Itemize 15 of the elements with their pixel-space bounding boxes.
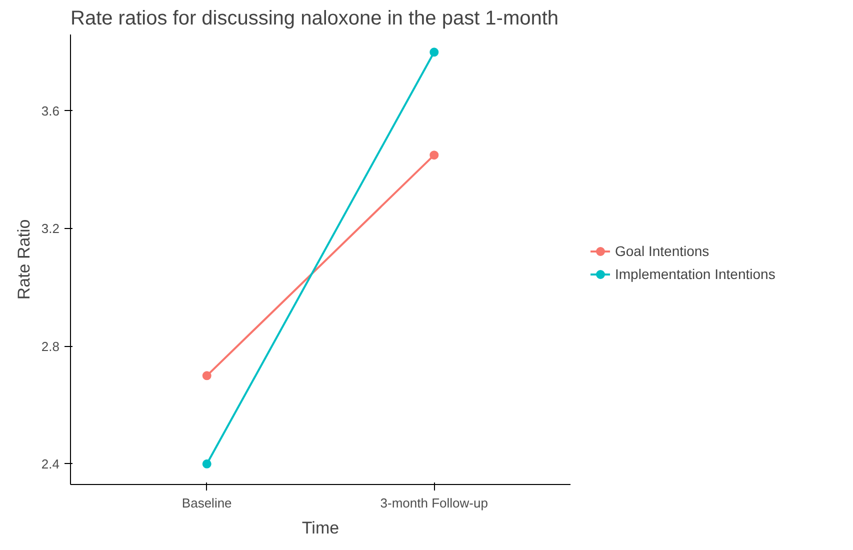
x-tick-label: 3-month Follow-up: [380, 496, 488, 510]
point: [202, 459, 212, 468]
legend-label: Goal Intentions: [615, 243, 710, 259]
chart-title: Rate ratios for discussing naloxone in the past 1-month: [70, 8, 559, 30]
y-axis-title: Rate Ratio: [14, 219, 34, 300]
legend-label: Implementation Intentions: [615, 266, 776, 282]
y-tick-label: 2.4: [41, 456, 60, 472]
x-axis-title: Time: [302, 518, 340, 538]
point: [430, 150, 439, 160]
point: [430, 48, 439, 57]
y-tick-label: 3.2: [41, 221, 60, 236]
point: [202, 371, 212, 380]
x-tick-label: Baseline: [182, 496, 232, 510]
y-tick-label: 2.8: [41, 338, 60, 354]
y-tick-label: 3.6: [41, 103, 60, 118]
